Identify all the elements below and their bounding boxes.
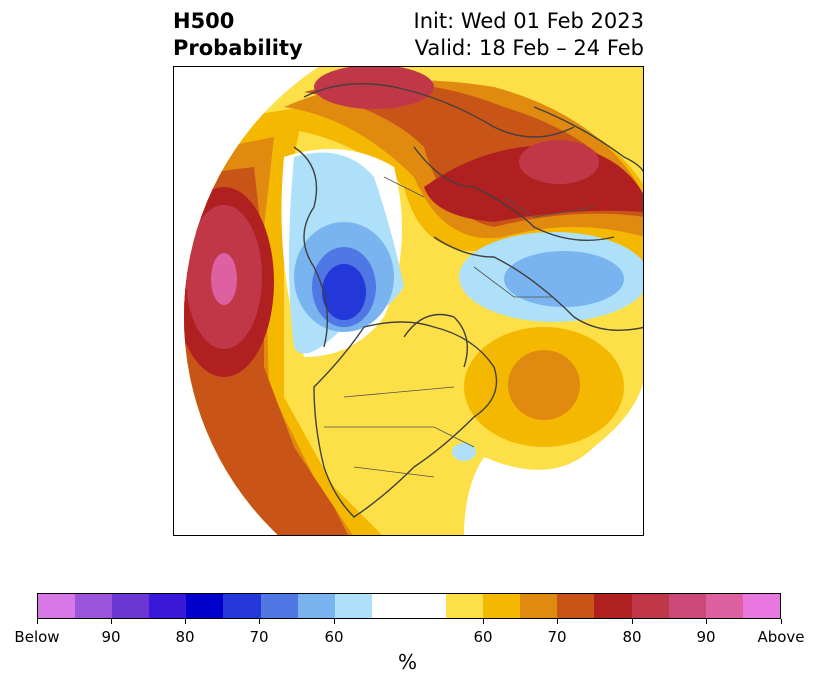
colorbar-tick-label: 70: [249, 628, 269, 646]
national-borders: [324, 176, 595, 478]
coastlines: [293, 83, 643, 518]
colorbar-swatch: [260, 594, 298, 618]
probability-map: [184, 67, 643, 535]
colorbar-swatch: [75, 594, 113, 618]
colorbar-tickmark: [557, 619, 558, 624]
above-85-pole-region: [314, 67, 434, 109]
colorbar-swatch: [483, 594, 521, 618]
colorbar-tick-label: 70: [547, 628, 567, 646]
title-product: Probability: [173, 36, 303, 60]
title-right: Init: Wed 01 Feb 2023 Valid: 18 Feb – 24…: [414, 8, 644, 62]
below-60-southeast-region: [452, 443, 476, 461]
colorbar-swatch: [705, 594, 743, 618]
colorbar-swatch: [594, 594, 632, 618]
colorbar-swatch: [446, 594, 484, 618]
colorbar-tick-label: 80: [622, 628, 642, 646]
colorbar-swatch: [371, 594, 447, 618]
above-95-west-region: [211, 253, 237, 305]
colorbar-swatch: [38, 594, 76, 618]
colorbar-swatch: [520, 594, 558, 618]
colorbar-tickmark: [781, 619, 782, 624]
colorbar-tickmark: [334, 619, 335, 624]
neutral-region-atlantic: [464, 367, 643, 535]
title-variable: H500: [173, 9, 235, 33]
colorbar-tickmark: [259, 619, 260, 624]
colorbar-tick-label: 60: [324, 628, 344, 646]
colorbar-tickmark: [111, 619, 112, 624]
below-65-europe-region: [504, 251, 624, 307]
title-left: H500 Probability: [173, 8, 303, 62]
colorbar-tick-label: 90: [101, 628, 121, 646]
colorbar-swatch: [297, 594, 335, 618]
colorbar-tick-label: 90: [696, 628, 716, 646]
colorbar-swatch: [742, 594, 780, 618]
colorbar-tick-label: 80: [175, 628, 195, 646]
above-70-atlantic-region: [508, 350, 580, 420]
colorbar-tickmark: [185, 619, 186, 624]
colorbar-tickmark: [483, 619, 484, 624]
colorbar-swatch: [668, 594, 706, 618]
colorbar-tickmark: [37, 619, 38, 624]
colorbar-tickmark: [706, 619, 707, 624]
valid-range: Valid: 18 Feb – 24 Feb: [414, 36, 644, 60]
colorbar-tick-label: 60: [473, 628, 493, 646]
colorbar-swatch: [186, 594, 224, 618]
colorbar-swatch: [149, 594, 187, 618]
colorbar-unit: %: [398, 650, 418, 674]
colorbar-swatch: [112, 594, 150, 618]
colorbar-tick-label: Below: [14, 628, 60, 646]
colorbar-swatch: [334, 594, 372, 618]
colorbar-tick-label: Above: [757, 628, 805, 646]
colorbar: [37, 593, 781, 619]
colorbar-swatch: [223, 594, 261, 618]
colorbar-swatch: [557, 594, 595, 618]
init-date: Init: Wed 01 Feb 2023: [413, 9, 644, 33]
colorbar-swatch: [631, 594, 669, 618]
above-85-north-region: [519, 140, 599, 184]
colorbar-tickmark: [632, 619, 633, 624]
below-75-canada-region: [322, 264, 366, 320]
map-panel: [173, 66, 644, 536]
